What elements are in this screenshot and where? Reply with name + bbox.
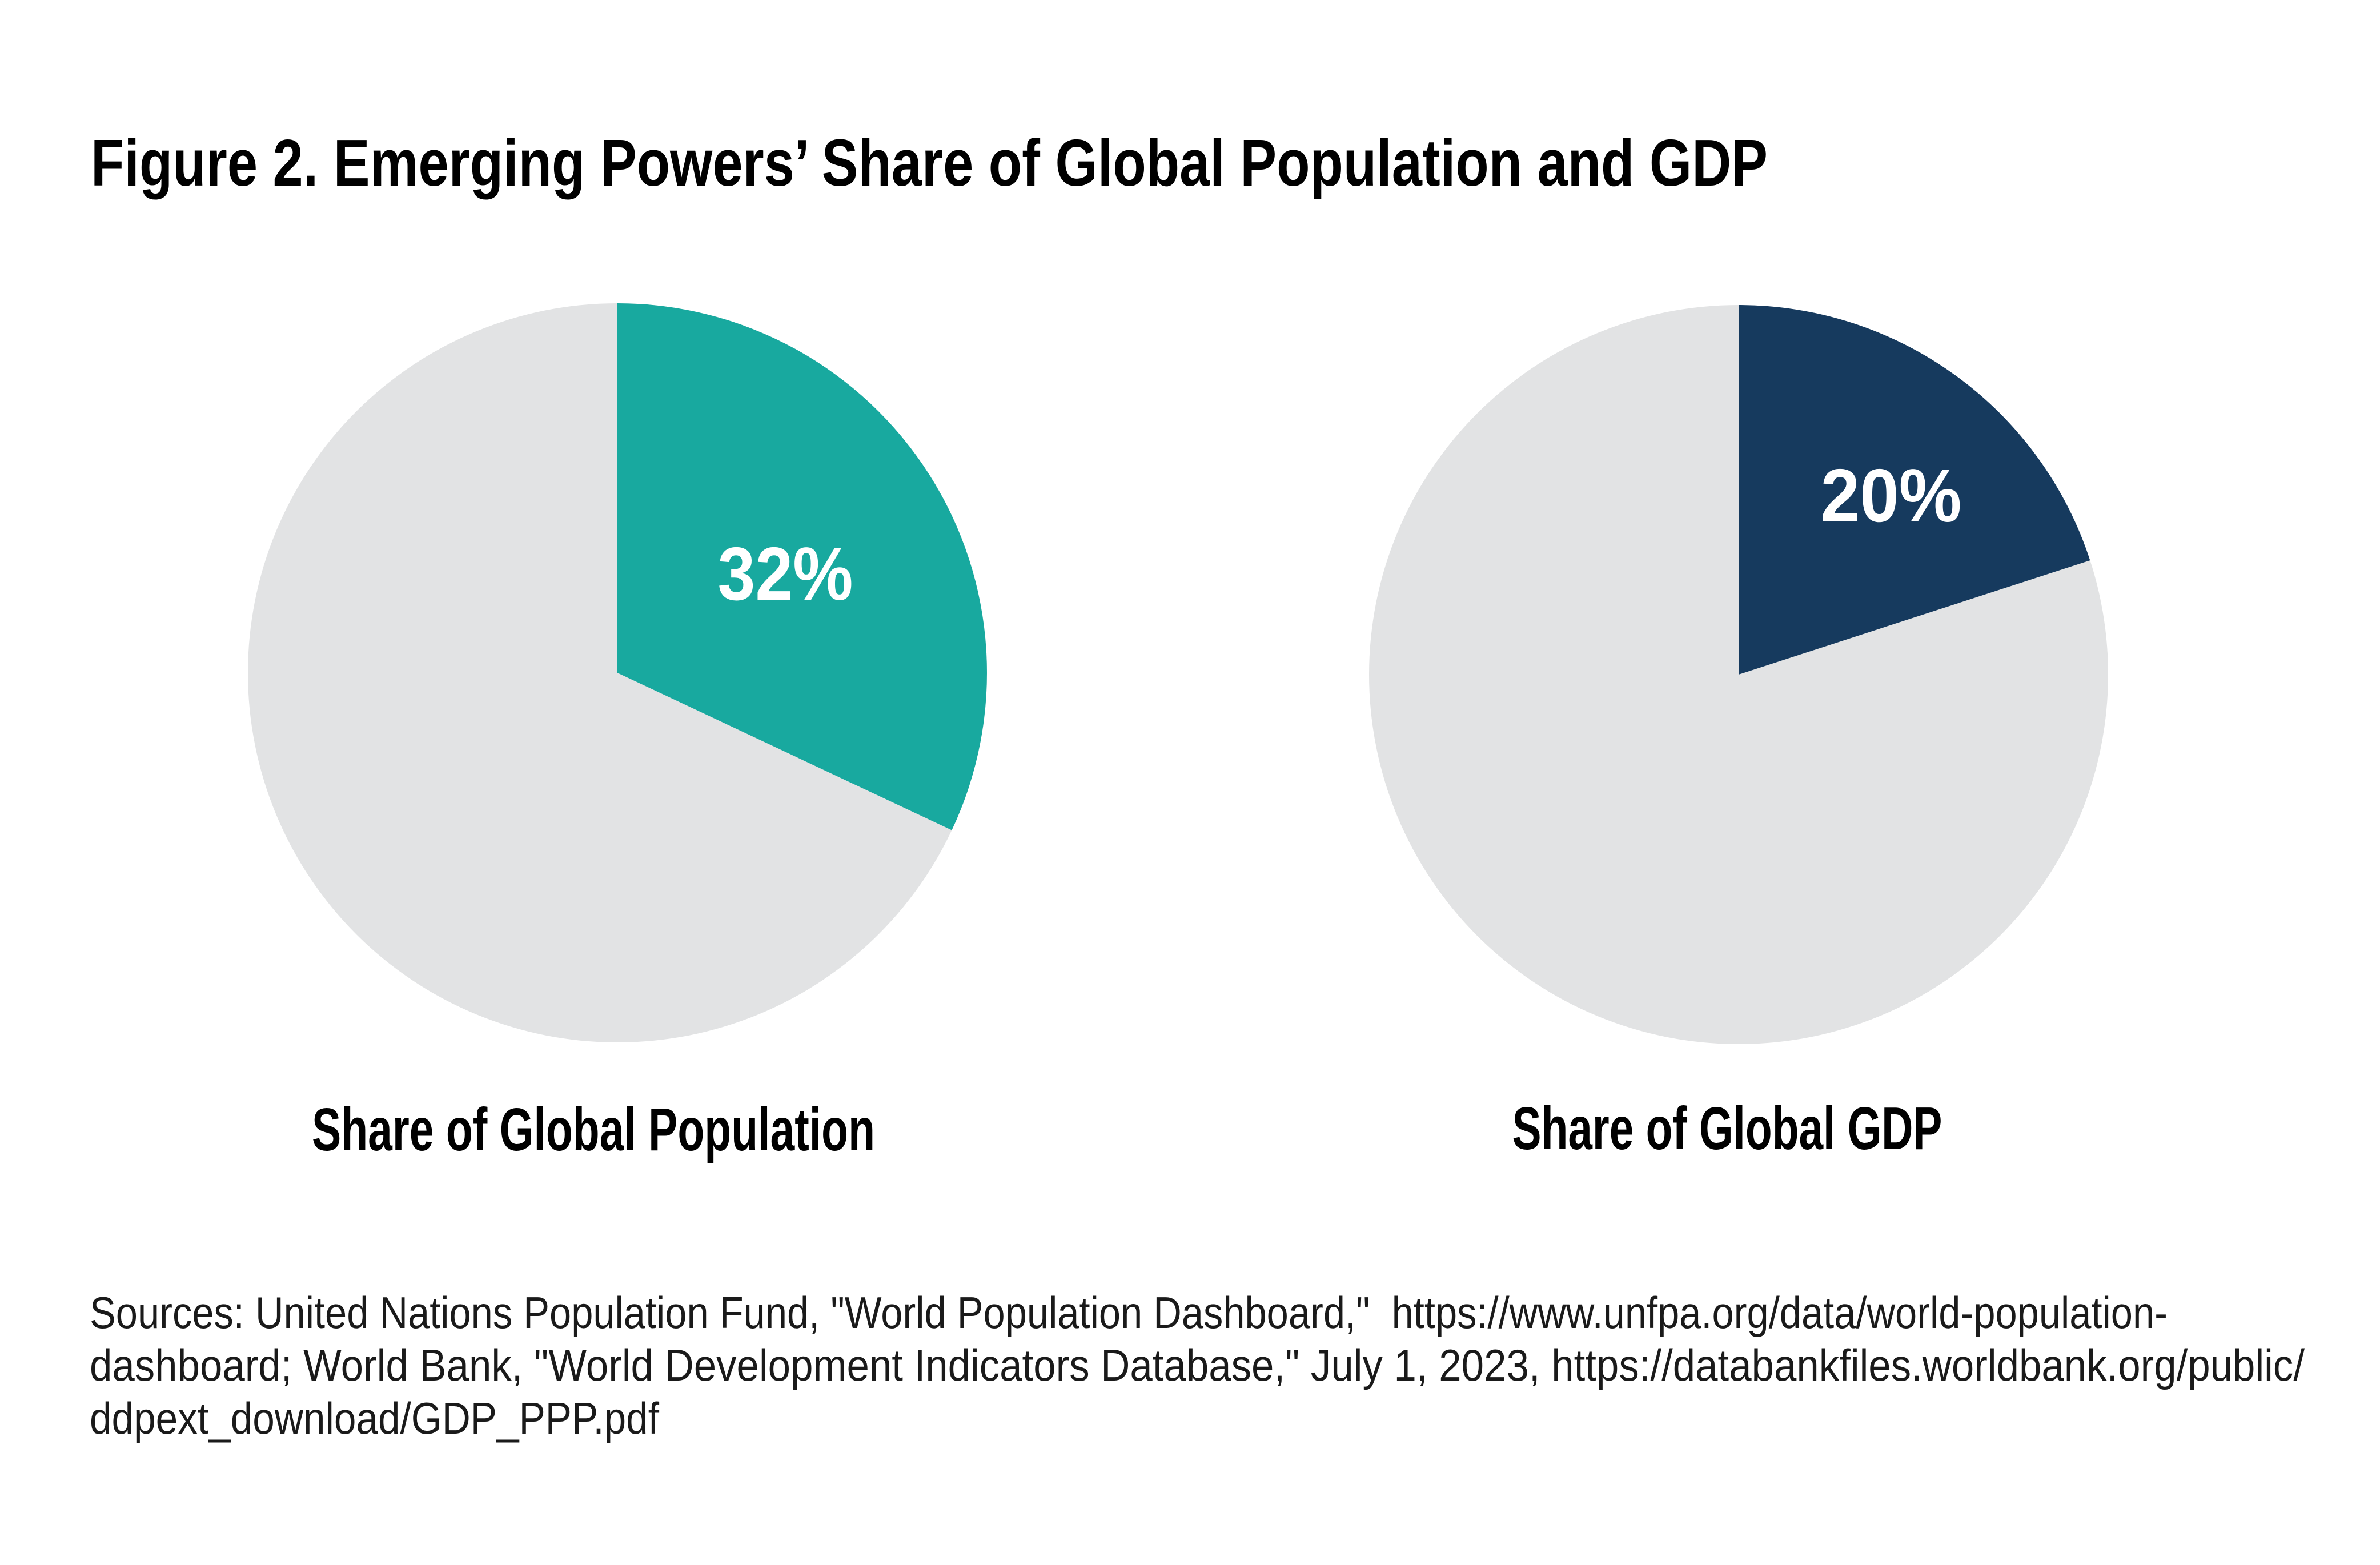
svg-text:20%: 20% <box>1821 454 1962 537</box>
svg-text:Sources: United Nations Popula: Sources: United Nations Population Fund,… <box>90 1287 2168 1338</box>
svg-text:Share of Global GDP: Share of Global GDP <box>1512 1095 1942 1162</box>
svg-text:dashboard; World Bank, "World: dashboard; World Bank, "World Developmen… <box>90 1340 2305 1390</box>
svg-text:32%: 32% <box>718 532 853 616</box>
svg-text:Share of Global Population: Share of Global Population <box>312 1096 875 1163</box>
svg-text:ddpext_download/GDP_PPP.pdf: ddpext_download/GDP_PPP.pdf <box>90 1393 659 1443</box>
svg-text:Figure 2. Emerging Powers’ Sha: Figure 2. Emerging Powers’ Share of Glob… <box>91 126 1768 200</box>
